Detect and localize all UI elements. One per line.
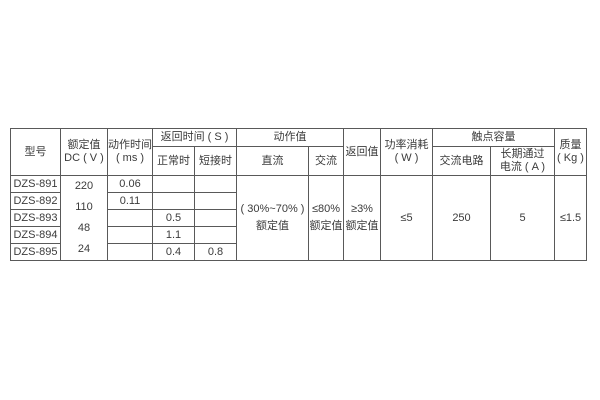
cell-model-4: DZS-895	[10, 243, 61, 261]
col-header-ac: 交流	[308, 146, 344, 176]
rated-voltage-1: 110	[75, 201, 93, 213]
cell-model-2: DZS-893	[10, 209, 61, 227]
table-row: DZS-895 0.4 0.8	[10, 243, 587, 261]
cell-ac-circuit: 250	[432, 175, 491, 261]
cell-normal-time-3: 1.1	[152, 226, 195, 244]
table-row: DZS-894 1.1	[10, 226, 587, 244]
cell-short-circuit-time-1	[194, 192, 237, 210]
cell-normal-time-0	[152, 175, 195, 193]
cell-return-value: ≥3% 额定值	[343, 175, 381, 261]
col-header-ac-circuit: 交流电路	[432, 146, 491, 176]
col-header-power-line2: ( W )	[394, 152, 419, 164]
cell-short-circuit-time-2	[194, 209, 237, 227]
col-header-short-circuit-time: 短接时	[194, 146, 237, 176]
cell-action-time-0: 0.06	[107, 175, 153, 193]
cell-normal-time-2: 0.5	[152, 209, 195, 227]
cell-ac-action-value: ≤80% 额定值	[308, 175, 344, 261]
ac-action-value-line1: ≤80%	[311, 203, 341, 215]
col-header-long-term-current: 长期通过 电流 ( A )	[490, 146, 555, 176]
col-header-rated-voltage-line2: DC ( V )	[64, 152, 104, 164]
return-value-line2: 额定值	[345, 220, 379, 232]
cell-action-time-1: 0.11	[107, 192, 153, 210]
cell-model-3: DZS-894	[10, 226, 61, 244]
cell-rated-voltages: 220 110 48 24	[60, 175, 108, 261]
col-header-action-time: 动作时间 ( ms )	[107, 128, 153, 176]
cell-action-time-3	[107, 226, 153, 244]
cell-normal-time-1	[152, 192, 195, 210]
col-header-return-value: 返回值	[343, 128, 381, 176]
ac-action-value-line2: 额定值	[309, 220, 343, 232]
table-row: DZS-891 220 110 48 24 0.06 ( 30%~70% ) 额…	[10, 175, 587, 261]
col-header-long-term-current-line2: 电流 ( A )	[499, 161, 546, 173]
cell-dc-action-value: ( 30%~70% ) 额定值	[236, 175, 309, 261]
col-header-rated-voltage: 额定值 DC ( V )	[60, 128, 108, 176]
return-value-line1: ≥3%	[351, 203, 373, 215]
col-header-power-consumption: 功率消耗 ( W )	[380, 128, 433, 176]
rated-voltage-2: 48	[77, 222, 91, 234]
col-header-action-time-line2: ( ms )	[115, 152, 145, 164]
col-header-mass-line1: 质量	[559, 139, 582, 151]
cell-short-circuit-time-0	[194, 175, 237, 193]
cell-mass: ≤1.5	[554, 175, 587, 261]
col-header-return-time: 返回时间 ( S )	[152, 128, 237, 147]
relay-spec-table: 型号 额定值 DC ( V ) 动作时间 ( ms ) 返回时间 ( S ) 动…	[10, 128, 587, 261]
cell-model-0: DZS-891	[10, 175, 61, 193]
rated-voltage-0: 220	[74, 180, 94, 192]
col-header-mass: 质量 ( Kg )	[554, 128, 587, 176]
col-header-action-time-line1: 动作时间	[108, 139, 152, 151]
cell-short-circuit-time-4: 0.8	[194, 243, 237, 261]
col-header-mass-line2: ( Kg )	[557, 152, 584, 164]
cell-action-time-4	[107, 243, 153, 261]
cell-model-1: DZS-892	[10, 192, 61, 210]
col-header-contact-capacity: 触点容量	[432, 128, 555, 147]
col-header-power-line1: 功率消耗	[384, 139, 429, 151]
col-header-long-term-current-line1: 长期通过	[500, 148, 545, 160]
dc-action-value-line1: ( 30%~70% )	[240, 203, 305, 215]
rated-voltage-3: 24	[77, 243, 91, 255]
cell-normal-time-4: 0.4	[152, 243, 195, 261]
cell-action-time-2	[107, 209, 153, 227]
dc-action-value-line2: 额定值	[256, 220, 289, 232]
table-row: DZS-893 0.5	[10, 209, 587, 227]
col-header-normal-time: 正常时	[152, 146, 195, 176]
col-header-model: 型号	[10, 128, 61, 176]
cell-power-consumption: ≤5	[380, 175, 433, 261]
col-header-dc: 直流	[236, 146, 309, 176]
cell-short-circuit-time-3	[194, 226, 237, 244]
col-header-rated-voltage-line1: 额定值	[67, 139, 101, 151]
cell-long-term-current: 5	[490, 175, 555, 261]
col-header-action-value: 动作值	[236, 128, 344, 147]
